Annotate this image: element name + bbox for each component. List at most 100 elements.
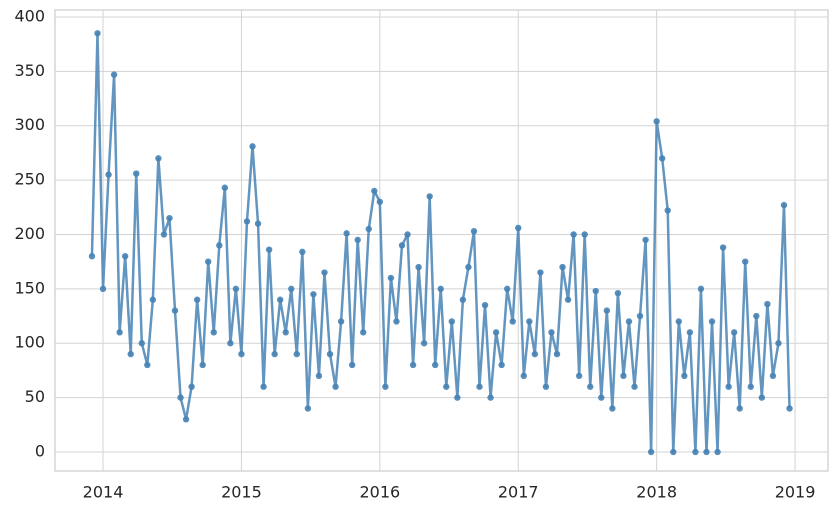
data-point bbox=[133, 170, 140, 177]
data-point bbox=[675, 318, 682, 325]
data-point bbox=[282, 329, 289, 336]
data-point bbox=[216, 242, 223, 249]
data-point bbox=[487, 394, 494, 401]
x-tick-label: 2014 bbox=[83, 483, 124, 502]
data-point bbox=[304, 405, 312, 412]
data-point bbox=[110, 71, 118, 78]
data-point bbox=[775, 340, 782, 347]
data-point bbox=[116, 329, 123, 336]
data-point bbox=[199, 361, 206, 369]
data-point bbox=[476, 383, 483, 390]
data-point bbox=[564, 296, 572, 303]
x-tick-label: 2018 bbox=[636, 483, 677, 502]
data-point bbox=[332, 383, 339, 390]
data-point bbox=[343, 230, 350, 237]
data-point bbox=[730, 329, 738, 336]
data-point bbox=[769, 372, 777, 380]
data-point bbox=[537, 269, 544, 276]
data-point bbox=[686, 329, 694, 336]
data-point bbox=[492, 329, 500, 336]
data-point bbox=[426, 193, 433, 200]
data-point bbox=[498, 361, 505, 369]
data-point bbox=[404, 231, 411, 238]
data-point bbox=[432, 361, 439, 369]
data-point bbox=[348, 361, 356, 369]
y-tick-label: 300 bbox=[14, 115, 45, 134]
data-point bbox=[326, 350, 334, 358]
data-point bbox=[193, 296, 201, 303]
data-point bbox=[764, 300, 771, 308]
data-point bbox=[753, 312, 760, 320]
data-point bbox=[249, 143, 256, 150]
y-tick-label: 200 bbox=[14, 224, 45, 243]
data-point bbox=[509, 318, 516, 325]
data-point bbox=[714, 448, 721, 456]
data-point bbox=[465, 263, 472, 271]
data-point bbox=[315, 372, 323, 380]
data-point bbox=[614, 289, 622, 297]
data-point bbox=[376, 198, 384, 206]
data-point bbox=[188, 383, 195, 390]
data-point bbox=[276, 296, 284, 303]
data-point bbox=[531, 350, 539, 358]
data-point bbox=[138, 340, 145, 347]
data-point bbox=[653, 118, 660, 125]
data-point bbox=[420, 340, 428, 347]
data-point bbox=[437, 285, 444, 293]
data-point bbox=[238, 350, 245, 358]
data-point bbox=[587, 383, 594, 390]
y-tick-label: 150 bbox=[14, 278, 45, 297]
data-point bbox=[703, 448, 710, 456]
data-point bbox=[664, 207, 671, 214]
data-point bbox=[121, 253, 129, 260]
data-point bbox=[725, 383, 732, 390]
data-point bbox=[99, 285, 107, 293]
data-point bbox=[736, 405, 743, 412]
data-point bbox=[692, 448, 699, 456]
data-point bbox=[271, 350, 278, 358]
data-point bbox=[232, 285, 240, 293]
y-tick-label: 100 bbox=[14, 333, 45, 352]
data-point bbox=[470, 228, 478, 235]
x-tick-label: 2016 bbox=[359, 483, 400, 502]
data-point bbox=[443, 383, 450, 390]
data-point bbox=[658, 155, 666, 162]
data-point bbox=[88, 253, 96, 260]
data-point bbox=[454, 394, 461, 401]
data-point bbox=[155, 155, 162, 162]
y-tick-label: 400 bbox=[14, 6, 45, 25]
data-point bbox=[321, 269, 328, 276]
data-point bbox=[603, 307, 611, 314]
data-point bbox=[526, 318, 533, 325]
data-point bbox=[387, 274, 395, 282]
data-point bbox=[681, 372, 688, 380]
data-point bbox=[243, 218, 251, 225]
data-point bbox=[260, 383, 267, 390]
data-point bbox=[742, 258, 749, 265]
data-point bbox=[171, 307, 179, 314]
data-point bbox=[398, 242, 406, 249]
data-point bbox=[254, 220, 262, 227]
data-point bbox=[127, 350, 134, 358]
data-point bbox=[520, 372, 527, 380]
data-point bbox=[310, 291, 317, 298]
data-point bbox=[780, 201, 788, 209]
data-point bbox=[177, 394, 184, 401]
data-point bbox=[670, 448, 677, 456]
data-point bbox=[415, 263, 422, 271]
y-tick-label: 350 bbox=[14, 61, 45, 80]
x-tick-label: 2017 bbox=[498, 483, 539, 502]
x-tick-label: 2019 bbox=[775, 483, 816, 502]
data-point bbox=[360, 329, 367, 336]
data-point bbox=[288, 285, 295, 293]
data-point bbox=[481, 301, 489, 309]
data-point bbox=[94, 30, 101, 37]
data-point bbox=[149, 296, 157, 303]
data-point bbox=[448, 318, 456, 325]
data-point bbox=[354, 236, 361, 244]
data-point bbox=[642, 236, 649, 244]
data-point bbox=[559, 263, 566, 271]
x-tick-label: 2015 bbox=[221, 483, 262, 502]
data-point bbox=[409, 361, 417, 369]
